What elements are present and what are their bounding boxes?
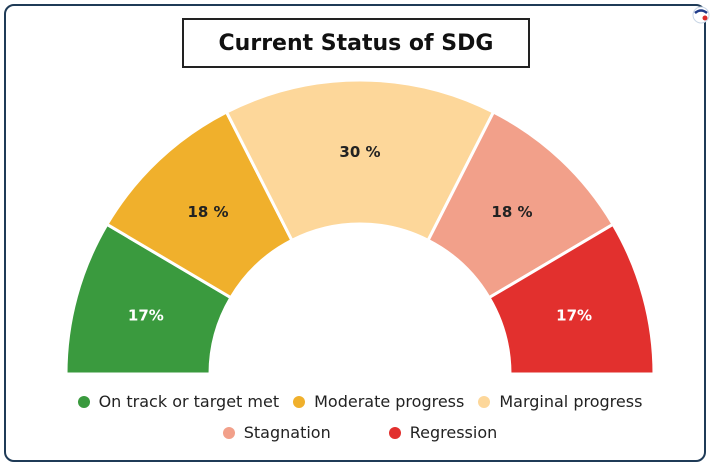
data-label-on-track-or-target-met: 17% bbox=[128, 306, 164, 324]
legend-dot-icon bbox=[77, 395, 90, 408]
legend-dot-icon bbox=[293, 395, 306, 408]
legend-label: Regression bbox=[409, 423, 498, 442]
legend-item-regression: Regression bbox=[388, 423, 498, 442]
legend-label: Stagnation bbox=[243, 423, 331, 442]
legend-row-2: Stagnation Regression bbox=[0, 423, 720, 442]
legend-item-marginal-progress: Marginal progress bbox=[478, 392, 642, 411]
legend-row-1: On track or target met Moderate progress M… bbox=[0, 392, 720, 411]
slice-regression bbox=[487, 222, 656, 376]
legend-label: Marginal progress bbox=[499, 392, 643, 411]
legend-dot-icon bbox=[388, 426, 401, 439]
legend-item-on-track-or-target-met: On track or target met bbox=[77, 392, 280, 411]
legend-dot-icon bbox=[222, 426, 235, 439]
legend-label: On track or target met bbox=[98, 392, 280, 411]
data-label-regression: 17% bbox=[556, 306, 592, 324]
legend-dot-icon bbox=[478, 395, 491, 408]
data-label-stagnation: 18 % bbox=[491, 203, 532, 221]
legend-item-stagnation: Stagnation bbox=[222, 423, 331, 442]
data-label-moderate-progress: 18 % bbox=[187, 203, 228, 221]
chart-title: Current Status of SDG bbox=[218, 30, 494, 56]
data-label-marginal-progress: 30 % bbox=[339, 143, 380, 161]
chart-title-box: Current Status of SDG bbox=[182, 18, 530, 68]
legend-item-moderate-progress: Moderate progress bbox=[293, 392, 464, 411]
legend-label: Moderate progress bbox=[314, 392, 465, 411]
logo-icon bbox=[692, 6, 710, 24]
slice-marginal-progress bbox=[224, 78, 496, 243]
